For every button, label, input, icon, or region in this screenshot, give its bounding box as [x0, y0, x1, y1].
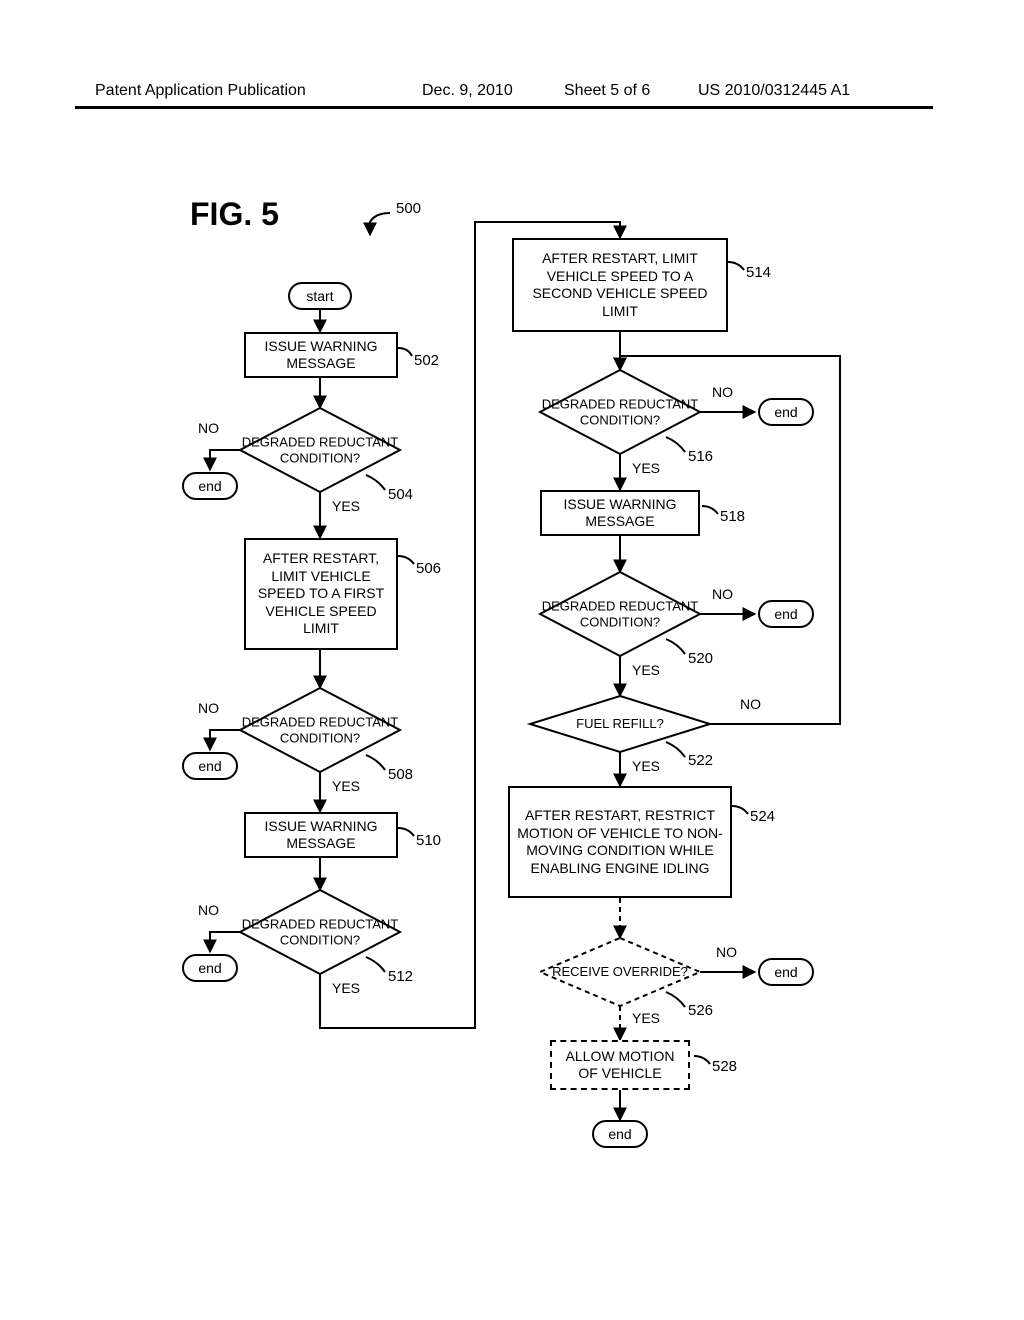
- box-528: ALLOW MOTION OF VEHICLE: [550, 1040, 690, 1090]
- no-508: NO: [198, 700, 219, 716]
- box-502: ISSUE WARNING MESSAGE: [244, 332, 398, 378]
- box-524: AFTER RESTART, RESTRICT MOTION OF VEHICL…: [508, 786, 732, 898]
- end-526: end: [758, 958, 814, 986]
- no-504: NO: [198, 420, 219, 436]
- ref-508: 508: [388, 766, 413, 783]
- yes-508: YES: [332, 778, 360, 794]
- diamond-508: DEGRADED REDUCTANT CONDITION?: [240, 688, 400, 772]
- ref-510: 510: [416, 832, 441, 849]
- no-522: NO: [740, 696, 761, 712]
- diamond-516: DEGRADED REDUCTANT CONDITION?: [540, 370, 700, 454]
- yes-526: YES: [632, 1010, 660, 1026]
- no-512: NO: [198, 902, 219, 918]
- ref-528: 528: [712, 1058, 737, 1075]
- end-512: end: [182, 954, 238, 982]
- end-508: end: [182, 752, 238, 780]
- yes-516: YES: [632, 460, 660, 476]
- diamond-520: DEGRADED REDUCTANT CONDITION?: [540, 572, 700, 656]
- box-514: AFTER RESTART, LIMIT VEHICLE SPEED TO A …: [512, 238, 728, 332]
- diamond-522: FUEL REFILL?: [530, 696, 710, 752]
- end-504: end: [182, 472, 238, 500]
- box-506: AFTER RESTART, LIMIT VEHICLE SPEED TO A …: [244, 538, 398, 650]
- diamond-526: RECEIVE OVERRIDE?: [540, 938, 700, 1006]
- ref-502: 502: [414, 352, 439, 369]
- ref-504: 504: [388, 486, 413, 503]
- end-520: end: [758, 600, 814, 628]
- yes-504: YES: [332, 498, 360, 514]
- box-510: ISSUE WARNING MESSAGE: [244, 812, 398, 858]
- no-520: NO: [712, 586, 733, 602]
- yes-522: YES: [632, 758, 660, 774]
- diamond-512: DEGRADED REDUCTANT CONDITION?: [240, 890, 400, 974]
- ref-512: 512: [388, 968, 413, 985]
- yes-512: YES: [332, 980, 360, 996]
- ref-506: 506: [416, 560, 441, 577]
- no-516: NO: [712, 384, 733, 400]
- ref-522: 522: [688, 752, 713, 769]
- end-final: end: [592, 1120, 648, 1148]
- page: Patent Application Publication Dec. 9, 2…: [0, 0, 1024, 1320]
- ref-524: 524: [750, 808, 775, 825]
- ref-518: 518: [720, 508, 745, 525]
- box-518: ISSUE WARNING MESSAGE: [540, 490, 700, 536]
- flowchart-svg: [0, 0, 1024, 1320]
- no-526: NO: [716, 944, 737, 960]
- ref-514: 514: [746, 264, 771, 281]
- ref-526: 526: [688, 1002, 713, 1019]
- end-516: end: [758, 398, 814, 426]
- ref-516: 516: [688, 448, 713, 465]
- yes-520: YES: [632, 662, 660, 678]
- ref-500: 500: [396, 200, 421, 217]
- start-pill: start: [288, 282, 352, 310]
- ref-520: 520: [688, 650, 713, 667]
- diamond-504: DEGRADED REDUCTANT CONDITION?: [240, 408, 400, 492]
